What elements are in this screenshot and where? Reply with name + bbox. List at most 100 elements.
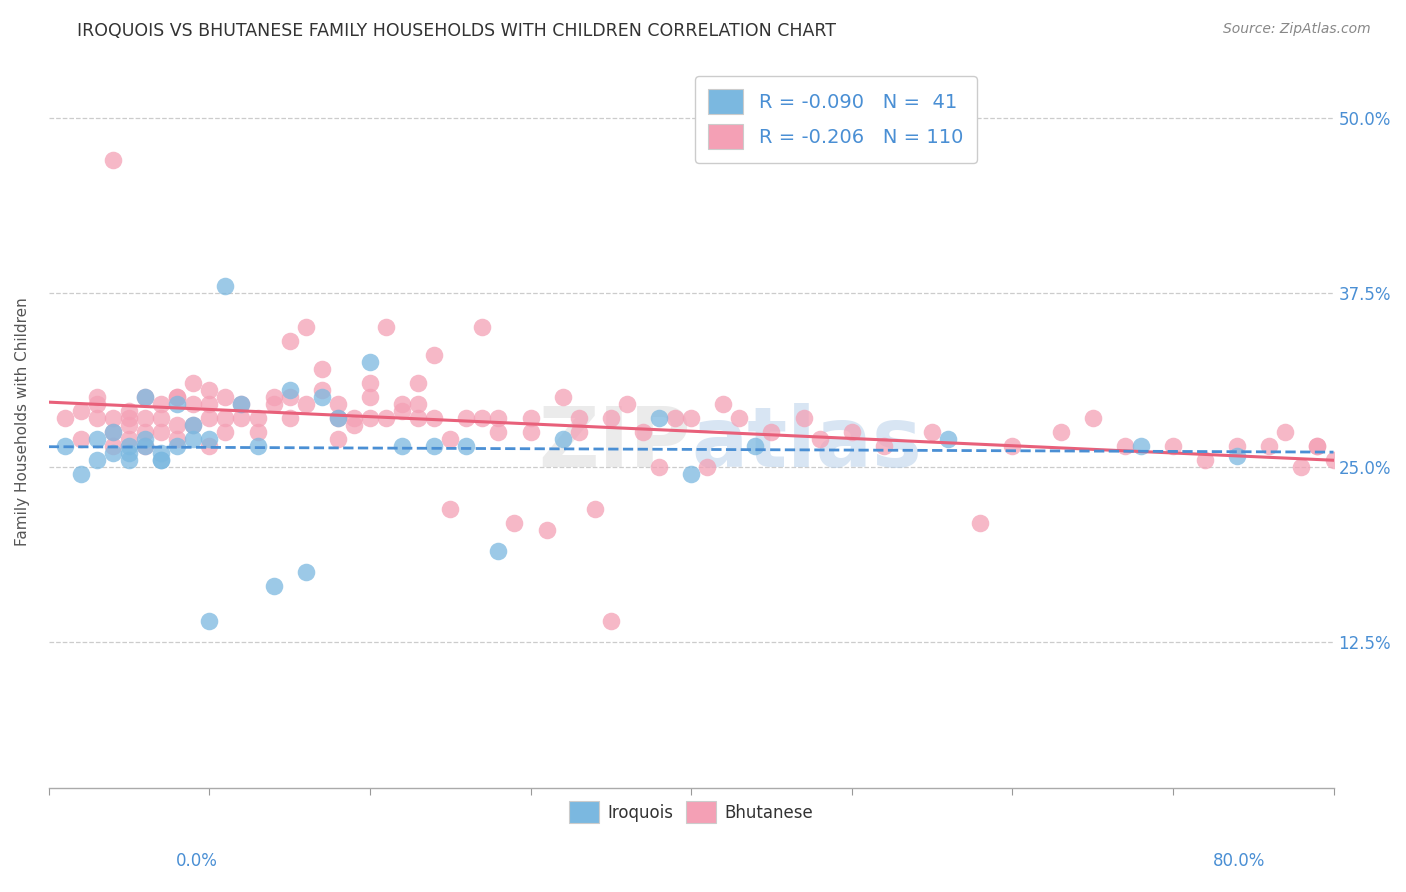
Point: [1306, 439, 1329, 453]
Point: [761, 425, 783, 439]
Point: [343, 411, 366, 425]
Point: [568, 425, 591, 439]
Point: [278, 411, 301, 425]
Point: [841, 425, 863, 439]
Text: 0.0%: 0.0%: [176, 852, 218, 870]
Point: [294, 565, 316, 579]
Text: IROQUOIS VS BHUTANESE FAMILY HOUSEHOLDS WITH CHILDREN CORRELATION CHART: IROQUOIS VS BHUTANESE FAMILY HOUSEHOLDS …: [77, 22, 837, 40]
Point: [519, 425, 541, 439]
Point: [278, 384, 301, 398]
Point: [134, 439, 156, 453]
Point: [744, 439, 766, 453]
Point: [214, 425, 236, 439]
Point: [439, 432, 461, 446]
Point: [53, 439, 76, 453]
Point: [1194, 453, 1216, 467]
Point: [423, 348, 446, 362]
Point: [936, 432, 959, 446]
Point: [423, 439, 446, 453]
Point: [808, 432, 831, 446]
Point: [101, 153, 124, 167]
Point: [231, 411, 253, 425]
Point: [198, 411, 221, 425]
Text: ZIP: ZIP: [538, 403, 692, 484]
Point: [1081, 411, 1104, 425]
Point: [246, 425, 269, 439]
Point: [326, 411, 349, 425]
Point: [246, 411, 269, 425]
Point: [648, 460, 671, 475]
Point: [166, 432, 188, 446]
Point: [118, 432, 141, 446]
Point: [439, 502, 461, 516]
Point: [181, 418, 204, 433]
Point: [311, 384, 333, 398]
Point: [1258, 439, 1281, 453]
Point: [456, 439, 478, 453]
Point: [793, 411, 815, 425]
Point: [519, 411, 541, 425]
Point: [1226, 439, 1249, 453]
Point: [70, 404, 93, 418]
Point: [198, 384, 221, 398]
Point: [503, 516, 526, 530]
Point: [134, 432, 156, 446]
Point: [214, 278, 236, 293]
Point: [486, 425, 509, 439]
Point: [391, 439, 413, 453]
Point: [181, 432, 204, 446]
Point: [86, 390, 108, 404]
Point: [583, 502, 606, 516]
Point: [456, 411, 478, 425]
Point: [166, 418, 188, 433]
Point: [134, 411, 156, 425]
Point: [246, 439, 269, 453]
Point: [181, 418, 204, 433]
Point: [1226, 449, 1249, 463]
Point: [118, 439, 141, 453]
Point: [118, 446, 141, 460]
Point: [375, 320, 398, 334]
Point: [486, 544, 509, 558]
Point: [391, 404, 413, 418]
Point: [326, 432, 349, 446]
Point: [294, 320, 316, 334]
Point: [1049, 425, 1071, 439]
Point: [231, 397, 253, 411]
Point: [1161, 439, 1184, 453]
Point: [53, 411, 76, 425]
Point: [214, 411, 236, 425]
Point: [326, 411, 349, 425]
Point: [198, 432, 221, 446]
Point: [536, 523, 558, 537]
Point: [359, 376, 381, 391]
Point: [631, 425, 654, 439]
Point: [1001, 439, 1024, 453]
Point: [359, 355, 381, 369]
Point: [551, 390, 574, 404]
Point: [681, 411, 703, 425]
Point: [359, 390, 381, 404]
Point: [326, 397, 349, 411]
Point: [231, 397, 253, 411]
Point: [1322, 453, 1344, 467]
Point: [471, 320, 494, 334]
Point: [616, 397, 638, 411]
Point: [86, 397, 108, 411]
Point: [406, 397, 429, 411]
Point: [101, 446, 124, 460]
Point: [150, 425, 173, 439]
Point: [599, 411, 621, 425]
Point: [150, 453, 173, 467]
Point: [166, 397, 188, 411]
Point: [311, 390, 333, 404]
Point: [181, 397, 204, 411]
Point: [118, 404, 141, 418]
Text: Source: ZipAtlas.com: Source: ZipAtlas.com: [1223, 22, 1371, 37]
Point: [311, 362, 333, 376]
Point: [134, 425, 156, 439]
Point: [134, 390, 156, 404]
Point: [711, 397, 734, 411]
Point: [1114, 439, 1136, 453]
Point: [263, 397, 285, 411]
